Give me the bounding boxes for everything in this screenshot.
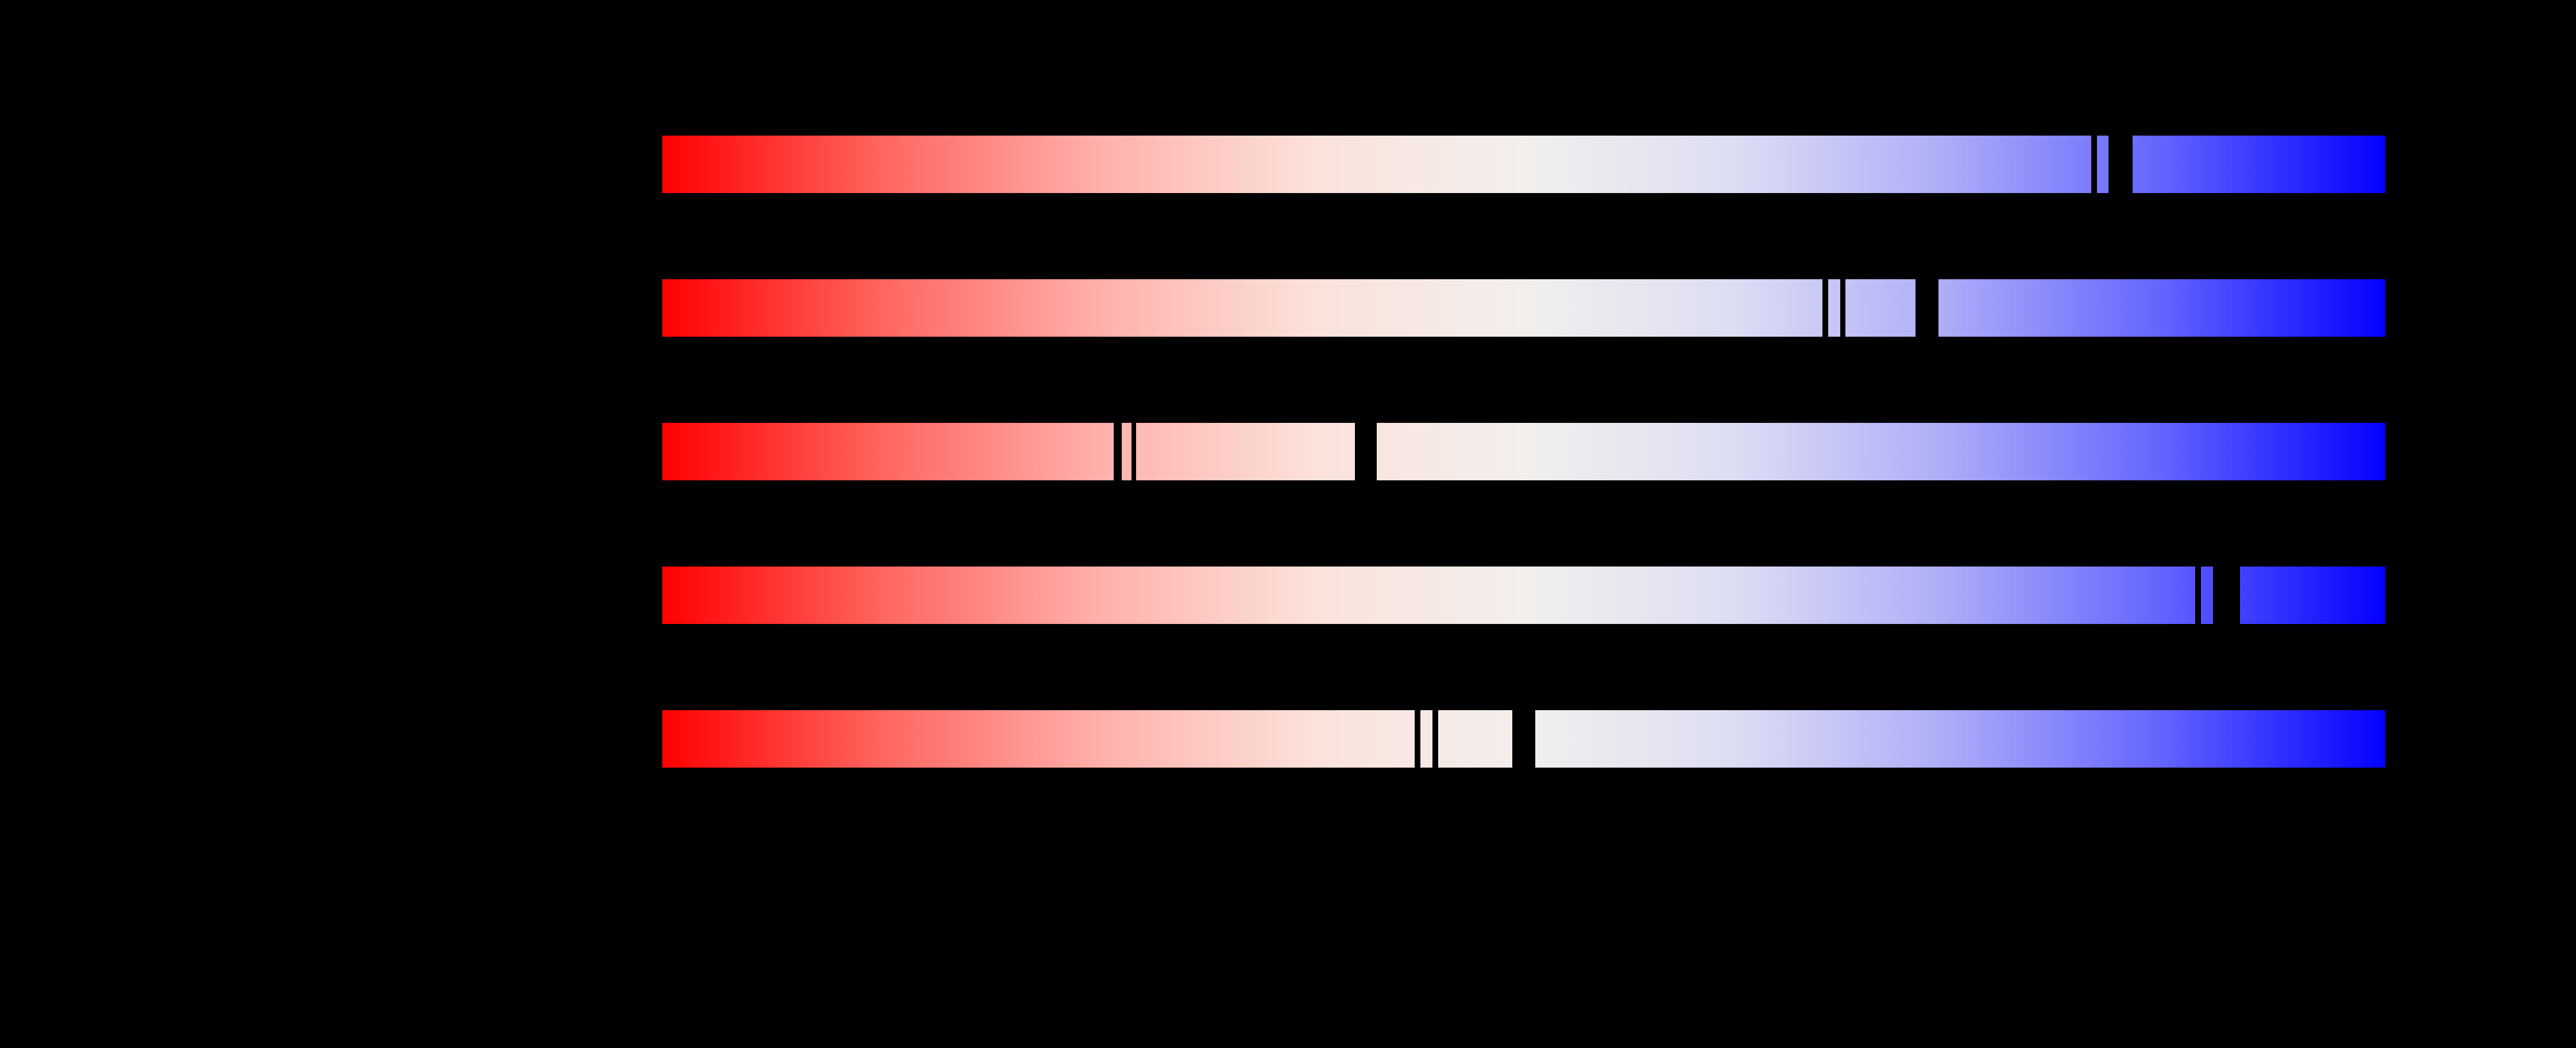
thin-value-mark: [1432, 710, 1438, 768]
thick-value-mark: [1915, 279, 1938, 337]
thin-value-mark: [1114, 423, 1122, 480]
thick-value-mark: [1512, 710, 1535, 768]
thin-value-mark: [1415, 710, 1420, 768]
gradient-bar-2: [662, 279, 2385, 337]
thin-value-mark: [1840, 279, 1845, 337]
thick-value-mark: [1355, 423, 1377, 480]
gradient-bar-3: [662, 423, 2385, 480]
thick-value-mark: [2213, 567, 2240, 624]
thin-value-mark: [2195, 567, 2201, 624]
thin-value-mark: [2091, 136, 2097, 193]
thin-value-mark: [1131, 423, 1136, 480]
thick-value-mark: [2108, 136, 2133, 193]
gradient-bar-1: [662, 136, 2385, 193]
thin-value-mark: [1822, 279, 1828, 337]
gradient-bar-5: [662, 710, 2385, 768]
gradient-bar-4: [662, 567, 2385, 624]
